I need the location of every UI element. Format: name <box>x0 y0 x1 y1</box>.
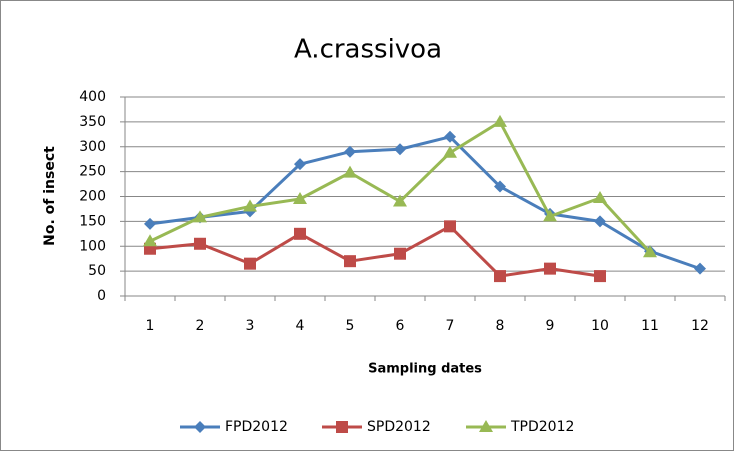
marker <box>394 247 406 260</box>
x-tick-label: 7 <box>446 318 455 334</box>
x-tick-label: 10 <box>591 318 609 334</box>
x-tick-label: 6 <box>396 318 405 334</box>
series-line <box>149 224 601 278</box>
marker <box>194 237 206 250</box>
marker <box>444 130 456 143</box>
marker <box>144 217 156 230</box>
legend-label: TPD2012 <box>510 419 574 435</box>
x-tick-label: 5 <box>346 318 355 334</box>
x-tick-label: 11 <box>641 318 659 334</box>
marker <box>543 209 557 222</box>
y-tick-label: 350 <box>79 114 106 130</box>
marker <box>294 227 306 240</box>
marker <box>336 421 348 433</box>
x-tick-label: 1 <box>146 318 155 334</box>
marker <box>494 180 506 193</box>
marker <box>694 262 706 275</box>
marker <box>243 199 257 212</box>
x-axis-label: Sampling dates <box>368 362 482 377</box>
marker <box>344 145 356 158</box>
y-axis-label: No. of insect <box>42 146 58 246</box>
marker <box>594 270 606 283</box>
y-tick-label: 0 <box>97 288 106 304</box>
marker <box>293 191 307 204</box>
marker <box>643 245 657 258</box>
x-tick-label: 9 <box>546 318 555 334</box>
y-tick-label: 50 <box>88 263 106 279</box>
marker <box>194 421 206 433</box>
marker <box>544 262 556 275</box>
y-tick-label: 100 <box>79 238 106 254</box>
y-tick-label: 200 <box>79 189 106 205</box>
marker <box>479 420 493 432</box>
y-tick-label: 400 <box>79 89 106 105</box>
legend-label: FPD2012 <box>225 419 288 435</box>
marker <box>294 158 306 171</box>
marker <box>143 234 157 247</box>
marker <box>393 194 407 207</box>
marker <box>343 165 357 178</box>
marker <box>344 255 356 268</box>
series-line <box>149 135 701 271</box>
marker <box>193 210 207 223</box>
chart-title: A.crassivoa <box>294 35 442 65</box>
x-tick-label: 2 <box>196 318 205 334</box>
marker <box>244 257 256 270</box>
y-tick-label: 150 <box>79 213 106 229</box>
marker <box>593 190 607 203</box>
x-tick-label: 8 <box>496 318 505 334</box>
y-tick-label: 300 <box>79 139 106 155</box>
marker <box>444 220 456 233</box>
x-tick-label: 12 <box>691 318 709 334</box>
legend-label: SPD2012 <box>367 419 431 435</box>
marker <box>494 270 506 283</box>
marker <box>594 215 606 228</box>
marker <box>394 143 406 156</box>
y-tick-label: 250 <box>79 164 106 180</box>
marker <box>493 114 507 127</box>
x-tick-label: 4 <box>296 318 305 334</box>
marker <box>443 145 457 158</box>
x-tick-label: 3 <box>246 318 255 334</box>
plot-area <box>143 114 706 283</box>
